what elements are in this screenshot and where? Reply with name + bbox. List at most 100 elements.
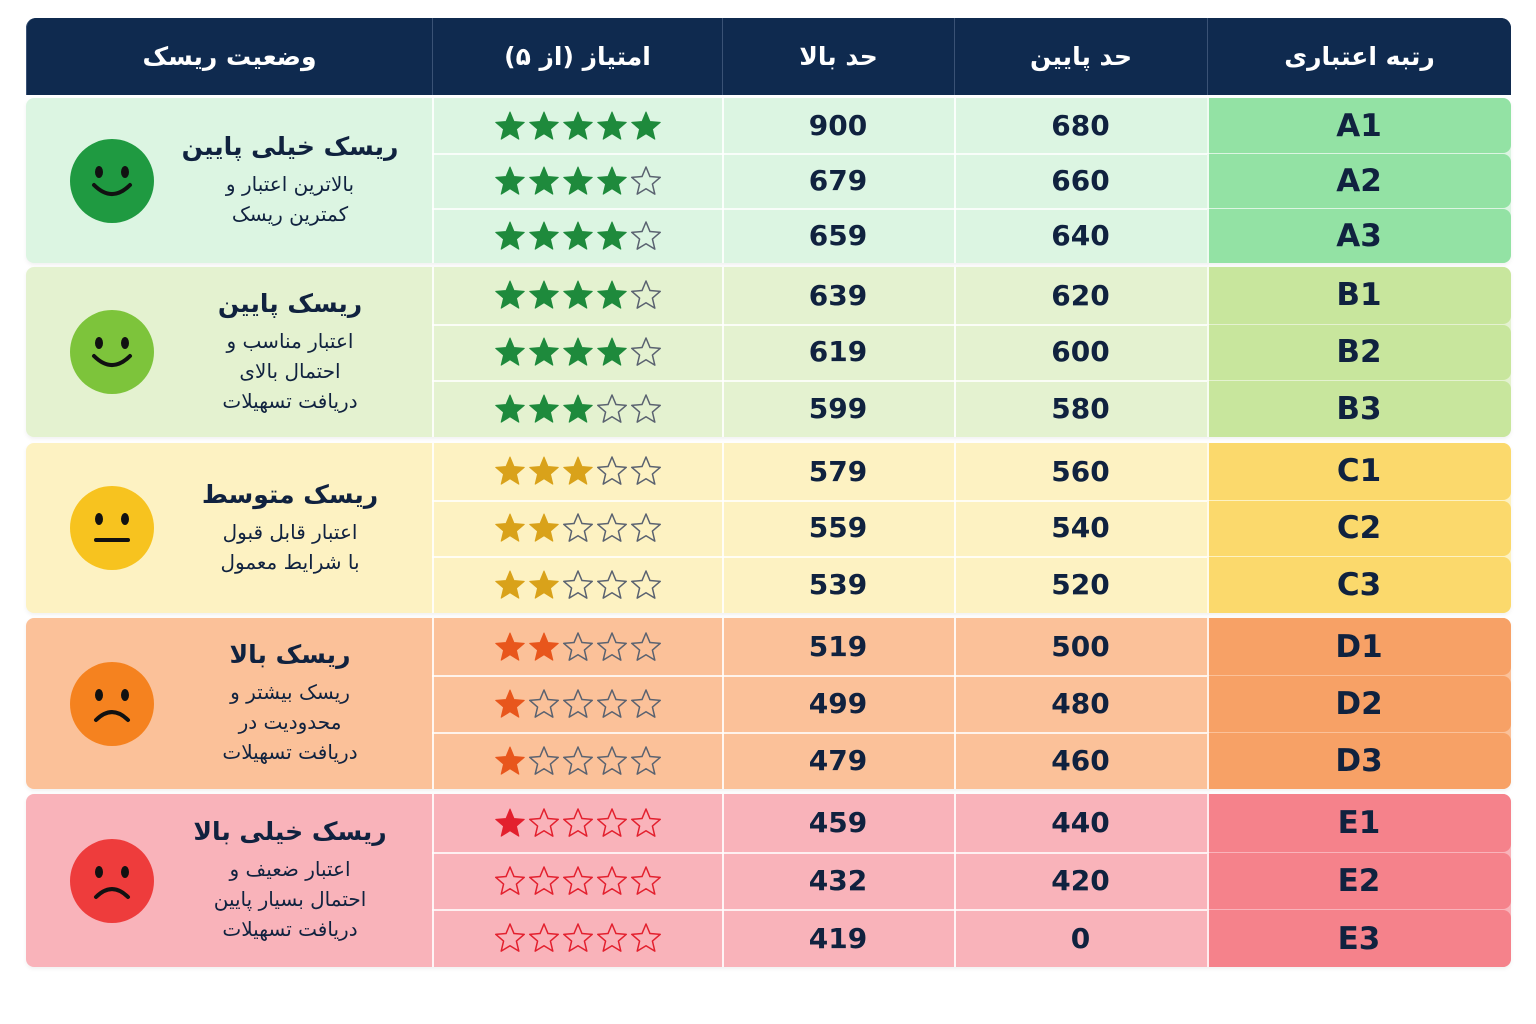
star-filled <box>495 456 525 485</box>
lower-bound: 460 <box>1051 744 1110 777</box>
upper-bound: 900 <box>808 109 868 142</box>
grade-cell: E2 <box>1207 852 1511 910</box>
star-empty <box>562 865 594 895</box>
row-divider <box>432 732 1207 734</box>
lower-bound: 500 <box>1051 630 1110 663</box>
column-divider <box>722 443 724 613</box>
face <box>70 661 154 746</box>
star-empty <box>596 923 628 953</box>
lower-bound: 0 <box>1070 921 1091 955</box>
face-eye <box>95 513 103 525</box>
star-empty <box>630 569 662 599</box>
column-divider <box>1207 618 1209 789</box>
star-empty <box>528 808 560 837</box>
star-filled <box>529 513 559 542</box>
header-cell: امتیاز (از ۵) <box>432 18 722 95</box>
star-filled <box>597 111 627 140</box>
column-divider <box>432 794 434 967</box>
face-eye <box>121 688 129 701</box>
star-empty <box>596 808 628 837</box>
risk-status: ریسک خیلی بالا اعتبار ضعیف و احتمال بسیار … <box>160 794 420 967</box>
risk-description: اعتبار قابل قبول <box>222 519 358 544</box>
risk-description: احتمال بسیار پایین <box>213 887 367 911</box>
column-divider <box>432 267 434 437</box>
star-filled <box>495 632 525 661</box>
risk-description: بالاترین اعتبار و <box>225 172 355 196</box>
column-divider <box>954 443 956 613</box>
star-empty <box>562 688 594 718</box>
star-empty <box>630 513 662 542</box>
star-empty <box>596 456 628 486</box>
risk-description: با شرایط معمول <box>220 549 360 574</box>
upper-bound: 639 <box>808 278 868 312</box>
star-filled <box>495 280 525 309</box>
star-empty <box>562 569 594 599</box>
upper-bound: 659 <box>808 219 868 252</box>
upper-bound: 419 <box>808 921 868 955</box>
star-rating <box>495 280 662 310</box>
column-divider <box>1207 443 1209 613</box>
star-filled <box>495 808 525 837</box>
upper-bound: 559 <box>808 511 868 545</box>
column-divider <box>722 618 724 789</box>
lower-bound: 580 <box>1051 392 1110 426</box>
star-empty <box>528 688 560 718</box>
star-empty <box>630 688 662 718</box>
column-divider <box>954 98 956 263</box>
row-divider <box>432 556 1207 559</box>
column-divider <box>722 794 724 967</box>
star-empty <box>528 865 560 895</box>
star-filled <box>495 166 525 195</box>
star-empty <box>494 865 526 895</box>
grade-cell: C3 <box>1207 557 1511 613</box>
star-filled <box>529 570 559 599</box>
star-filled <box>495 513 525 542</box>
star-rating <box>495 808 662 837</box>
lower-bound: 620 <box>1051 278 1110 312</box>
risk-title: ریسک پایین <box>217 288 363 318</box>
row-divider <box>432 323 1207 326</box>
column-divider <box>432 618 434 789</box>
star-empty <box>596 688 628 718</box>
risk-description: دریافت تسهیلات <box>222 917 358 941</box>
star-empty <box>630 865 662 895</box>
upper-bound: 539 <box>808 568 868 602</box>
star-rating <box>495 165 662 195</box>
star-empty <box>562 923 594 953</box>
face-eye <box>121 337 129 349</box>
risk-description: اعتبار مناسب و <box>226 328 354 353</box>
face-circle <box>70 838 154 923</box>
star-empty <box>494 923 526 953</box>
star-filled <box>563 394 593 423</box>
star-filled <box>563 337 593 366</box>
risk-title: ریسک خیلی بالا <box>193 817 387 846</box>
star-empty <box>596 393 628 423</box>
grade-cell: A1 <box>1207 98 1511 153</box>
column-divider <box>722 267 724 437</box>
star-empty <box>596 513 628 542</box>
star-empty <box>562 808 594 837</box>
star-rating <box>495 688 662 718</box>
lower-bound: 560 <box>1051 454 1110 488</box>
star-empty <box>630 280 662 310</box>
lower-bound: 440 <box>1051 806 1110 840</box>
header-cell: وضعیت ریسک <box>26 18 432 95</box>
star-filled <box>631 111 661 140</box>
lower-bound: 600 <box>1051 335 1110 369</box>
face-eye <box>95 337 103 349</box>
column-divider <box>954 267 956 437</box>
star-empty <box>596 569 628 599</box>
star-filled <box>529 394 559 423</box>
star-empty <box>596 865 628 895</box>
grade-cell: C1 <box>1207 443 1511 500</box>
star-filled <box>495 746 525 775</box>
star-empty <box>630 393 662 423</box>
risk-description: احتمال بالای <box>239 358 341 383</box>
star-filled <box>597 221 627 250</box>
row-divider <box>432 675 1207 677</box>
upper-bound: 479 <box>808 744 868 777</box>
upper-bound: 499 <box>808 687 868 720</box>
grade-cell: D2 <box>1207 676 1511 732</box>
face-mouth <box>94 709 130 722</box>
column-divider <box>432 98 434 263</box>
